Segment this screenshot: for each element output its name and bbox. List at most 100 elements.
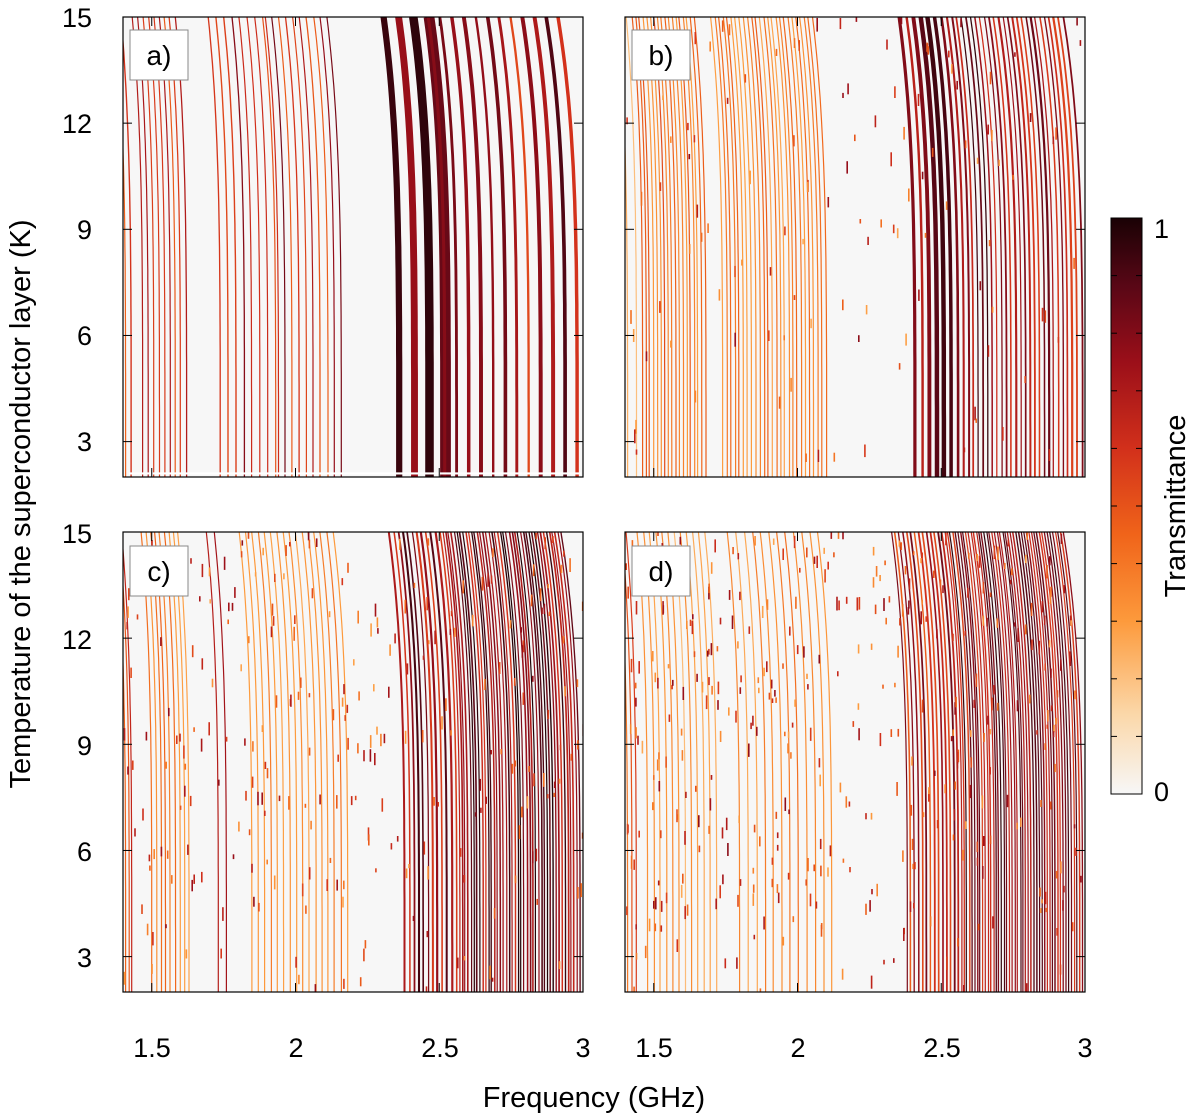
transmission-dash: [290, 694, 292, 707]
resonance-line: [434, 532, 454, 992]
resonance-line: [660, 17, 673, 477]
resonance-line: [1046, 532, 1067, 992]
transmission-dash: [782, 663, 784, 669]
resonance-line: [131, 17, 144, 477]
x-tick-labels-left: 1.5 2 2.5 3: [133, 1033, 590, 1063]
transmission-dash: [1041, 307, 1044, 322]
resonance-line: [625, 17, 638, 477]
transmission-dash: [903, 928, 905, 941]
resonance-line: [491, 532, 511, 992]
resonance-line: [497, 17, 519, 477]
resonance-line: [222, 17, 237, 477]
transmission-dash: [518, 825, 521, 840]
transmission-dash: [802, 238, 804, 245]
transmission-dash: [450, 610, 453, 617]
transmission-dash: [879, 575, 881, 582]
resonance-line: [980, 532, 1000, 992]
transmission-dash: [190, 558, 192, 564]
transmission-dash: [709, 41, 711, 52]
resonance-line: [951, 17, 971, 477]
transmission-dash: [274, 573, 276, 582]
transmission-dash: [564, 686, 566, 697]
transmission-dash: [983, 733, 985, 742]
transmission-dash: [404, 730, 407, 744]
resonance-line: [738, 17, 752, 477]
transmission-dash: [655, 897, 657, 910]
transmission-dash: [842, 532, 844, 540]
transmission-dash: [520, 627, 522, 633]
transmission-dash: [653, 900, 655, 909]
transmission-dash: [153, 849, 155, 860]
transmission-dash: [264, 810, 266, 816]
transmission-dash: [634, 429, 636, 444]
panel-c-tag-box: [129, 545, 189, 597]
transmission-dash: [962, 849, 964, 861]
resonance-line: [271, 17, 286, 477]
transmission-dash: [668, 714, 671, 722]
transmission-dash: [126, 621, 128, 630]
transmission-dash: [956, 761, 959, 769]
transmission-dash: [241, 540, 244, 546]
transmission-dash: [768, 330, 770, 341]
transmission-dash: [924, 232, 927, 238]
transmission-dash: [543, 603, 546, 615]
transmission-dash: [462, 580, 464, 594]
transmission-dash: [1060, 861, 1062, 874]
transmission-dash: [193, 727, 195, 732]
resonance-line: [1004, 532, 1024, 992]
resonance-line: [496, 532, 517, 992]
transmission-dash: [885, 617, 887, 625]
transmission-dash: [890, 152, 892, 167]
transmission-dash: [427, 640, 430, 645]
transmission-dash: [867, 236, 869, 245]
transmission-dash: [813, 556, 816, 564]
transmission-dash: [686, 620, 688, 629]
transmission-dash: [753, 934, 756, 940]
transmission-dash: [558, 961, 561, 970]
resonance-line: [123, 131, 127, 477]
transmission-dash: [951, 64, 953, 74]
resonance-line: [816, 532, 833, 992]
transmission-dash: [708, 648, 710, 655]
transmission-dash: [300, 677, 302, 688]
transmission-dash: [952, 834, 955, 841]
transmission-dash: [975, 673, 978, 687]
resonance-line: [481, 532, 502, 992]
resonance-line: [1059, 532, 1081, 992]
transmission-dash: [776, 844, 779, 851]
transmission-dash: [789, 626, 791, 636]
resonance-line: [710, 17, 724, 477]
transmission-dash: [706, 650, 709, 657]
transmission-dash: [766, 599, 769, 610]
resonance-line: [891, 532, 908, 992]
transmission-dash: [130, 667, 132, 678]
transmission-dash: [1053, 724, 1055, 733]
transmission-dash: [1026, 532, 1028, 540]
resonance-line: [993, 532, 1013, 992]
transmission-dash: [991, 697, 993, 711]
transmission-dash: [635, 449, 638, 455]
transmission-dash: [833, 452, 836, 462]
transmission-dash: [953, 809, 956, 821]
transmission-dash: [824, 569, 826, 583]
transmission-dash: [978, 555, 981, 568]
transmission-dash: [787, 731, 790, 738]
transmission-dash: [1054, 763, 1056, 773]
resonance-line: [809, 532, 825, 992]
panel-a-frame: [122, 16, 584, 478]
resonance-line: [925, 532, 944, 992]
transmission-dash: [917, 93, 920, 106]
transmission-dash: [659, 301, 661, 313]
transmission-dash: [1025, 554, 1027, 564]
transmission-dash: [490, 575, 493, 584]
transmission-dash: [1047, 710, 1049, 722]
transmission-dash: [388, 686, 390, 698]
transmission-dash: [1045, 907, 1048, 913]
resonance-line: [471, 532, 490, 992]
resonance-line: [488, 532, 508, 992]
transmission-dash: [145, 731, 148, 741]
transmission-dash: [1076, 17, 1078, 26]
resonance-line: [689, 17, 703, 477]
resonance-line: [675, 17, 688, 477]
transmission-dash: [988, 240, 991, 247]
